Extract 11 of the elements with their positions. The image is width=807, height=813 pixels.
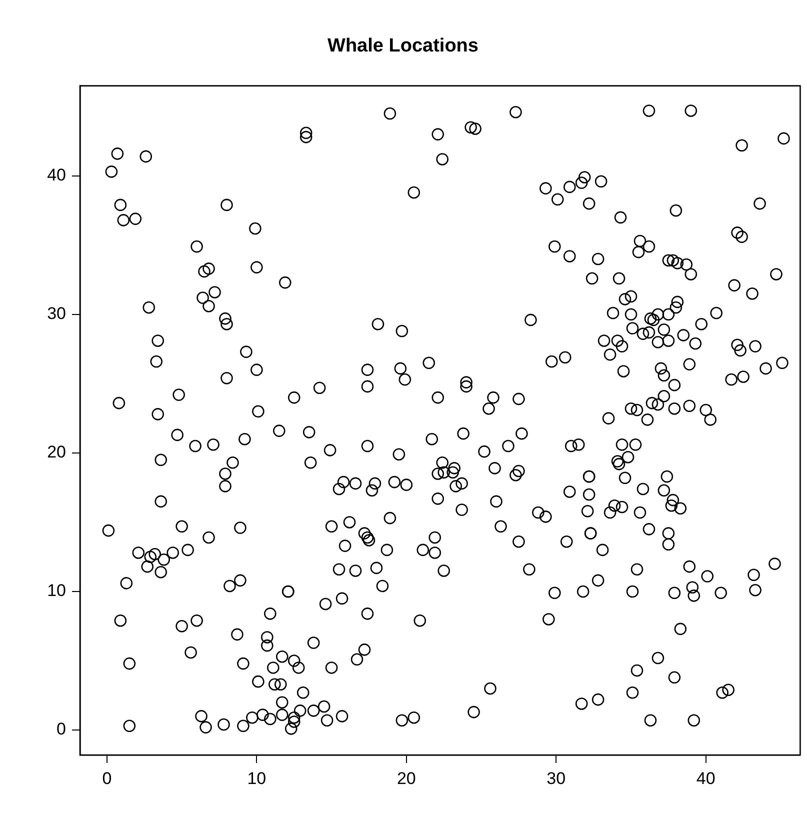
x-tick-label: 0 xyxy=(102,768,112,788)
y-tick-label: 40 xyxy=(47,166,66,185)
chart-title: Whale Locations xyxy=(328,36,478,57)
y-tick-label: 30 xyxy=(47,304,66,324)
x-tick-label: 30 xyxy=(546,768,566,788)
y-tick-label: 10 xyxy=(47,581,66,600)
y-tick-label: 20 xyxy=(47,442,66,462)
y-tick-label: 0 xyxy=(56,720,66,739)
x-tick-label: 20 xyxy=(396,768,416,788)
x-tick-label: 10 xyxy=(247,768,266,788)
x-tick-label: 40 xyxy=(696,768,716,788)
